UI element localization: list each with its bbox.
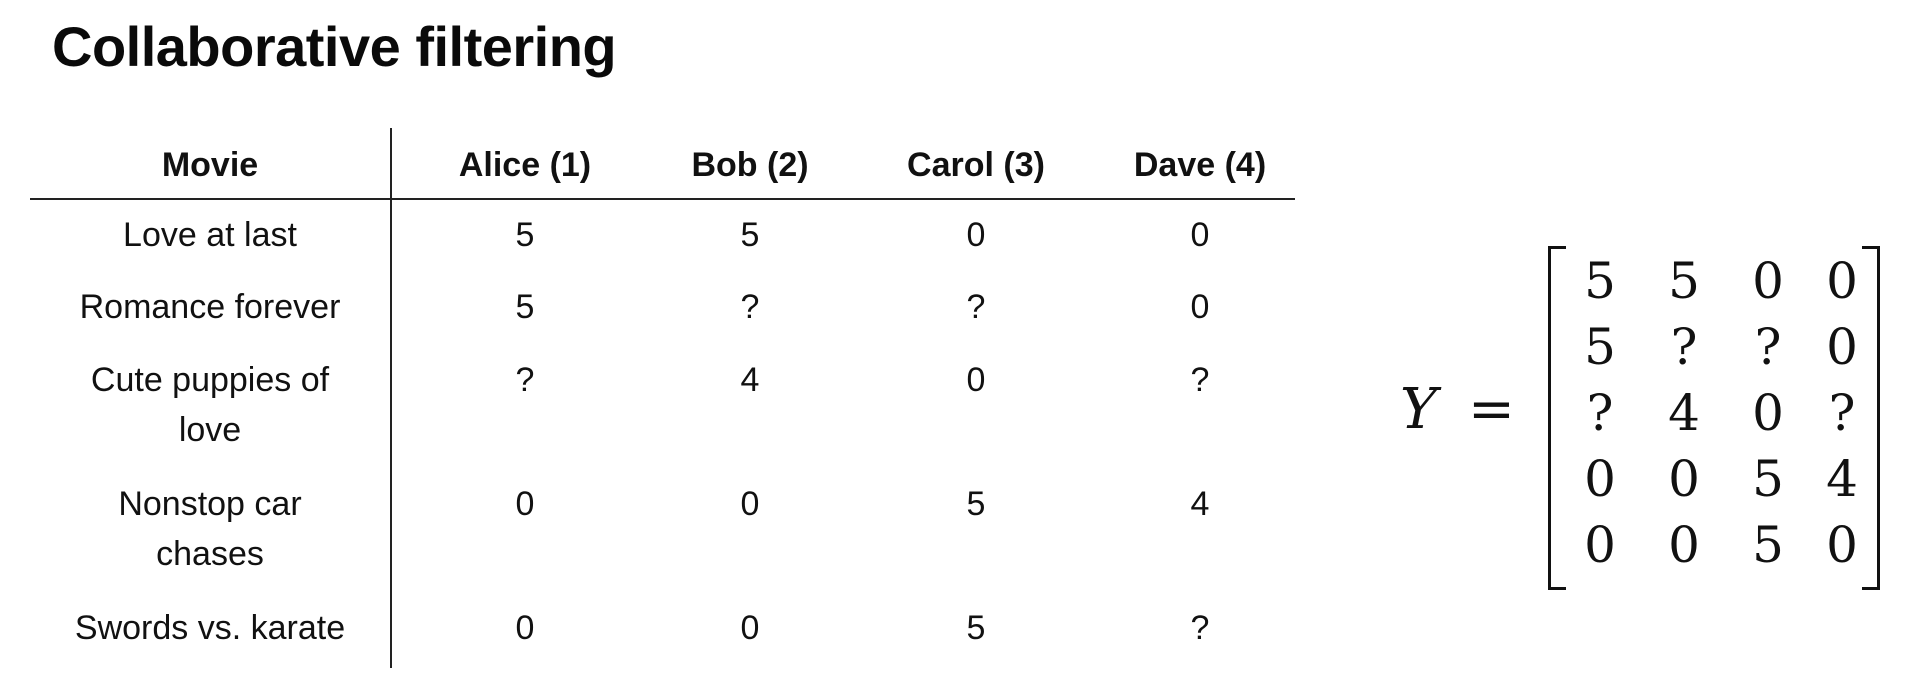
- movie-column-divider: [390, 128, 392, 668]
- header-user-bob: Bob (2): [691, 146, 809, 184]
- matrix-cell: 5: [1584, 318, 1616, 376]
- left-bracket: [1548, 246, 1566, 590]
- matrix-symbol: Y: [1400, 377, 1437, 442]
- matrix-cell: 4: [1826, 450, 1858, 508]
- rating-cell: 0: [740, 609, 760, 647]
- rating-cell: 5: [966, 485, 986, 523]
- rating-cell: ?: [1190, 609, 1210, 647]
- rating-cell: 5: [515, 216, 535, 254]
- matrix-cell: 0: [1668, 516, 1700, 574]
- movie-title: Cute puppies of: [90, 361, 330, 399]
- header-movie: Movie: [161, 146, 259, 184]
- matrix-cell: 5: [1752, 450, 1784, 508]
- matrix-cell: 4: [1668, 384, 1700, 442]
- equals-sign: =: [1468, 377, 1515, 442]
- rating-cell: 4: [740, 361, 760, 399]
- movie-title: Love at last: [123, 216, 297, 254]
- ratings-table: Movie Alice (1) Bob (2) Carol (3) Dave (…: [30, 128, 1295, 668]
- header-user-alice: Alice (1): [458, 146, 592, 184]
- rating-cell: 5: [740, 216, 760, 254]
- rating-cell: 0: [966, 216, 986, 254]
- right-bracket: [1862, 246, 1880, 590]
- movie-title-continuation: chases: [156, 535, 264, 573]
- matrix-cell: 5: [1668, 252, 1700, 310]
- matrix-cell: 0: [1826, 318, 1858, 376]
- rating-cell: ?: [966, 288, 986, 326]
- matrix-cell: 0: [1752, 252, 1784, 310]
- movie-title: Nonstop car: [118, 485, 302, 523]
- rating-cell: 0: [1190, 288, 1210, 326]
- matrix-cell: 5: [1584, 252, 1616, 310]
- rating-cell: 0: [966, 361, 986, 399]
- matrix-cell: 0: [1826, 252, 1858, 310]
- matrix-cell: ?: [1670, 318, 1698, 376]
- matrix-cell: ?: [1828, 384, 1856, 442]
- matrix-cell: 0: [1584, 450, 1616, 508]
- rating-cell: 0: [515, 609, 535, 647]
- matrix-cell: ?: [1754, 318, 1782, 376]
- movie-title-continuation: love: [178, 411, 242, 449]
- rating-cell: 4: [1190, 485, 1210, 523]
- matrix-cell: 0: [1668, 450, 1700, 508]
- slide-title: Collaborative filtering: [52, 15, 617, 78]
- header-divider: [30, 198, 1295, 200]
- matrix-cell: 0: [1752, 384, 1784, 442]
- header-user-dave: Dave (4): [1133, 146, 1267, 184]
- movie-title: Romance forever: [79, 288, 341, 326]
- header-user-carol: Carol (3): [907, 146, 1045, 184]
- movie-title: Swords vs. karate: [74, 609, 346, 647]
- ratings-matrix: Y = 5 5 0 0 5 ? ? 0 ? 4 0 ? 0 0 5 4 0 0 …: [1400, 240, 1890, 590]
- rating-cell: ?: [1190, 361, 1210, 399]
- rating-cell: ?: [515, 361, 535, 399]
- rating-cell: 5: [966, 609, 986, 647]
- matrix-cell: 0: [1826, 516, 1858, 574]
- matrix-cell: 5: [1752, 516, 1784, 574]
- rating-cell: 0: [1190, 216, 1210, 254]
- matrix-cell: 0: [1584, 516, 1616, 574]
- rating-cell: 5: [515, 288, 535, 326]
- rating-cell: 0: [515, 485, 535, 523]
- matrix-cell: ?: [1586, 384, 1614, 442]
- rating-cell: 0: [740, 485, 760, 523]
- rating-cell: ?: [740, 288, 760, 326]
